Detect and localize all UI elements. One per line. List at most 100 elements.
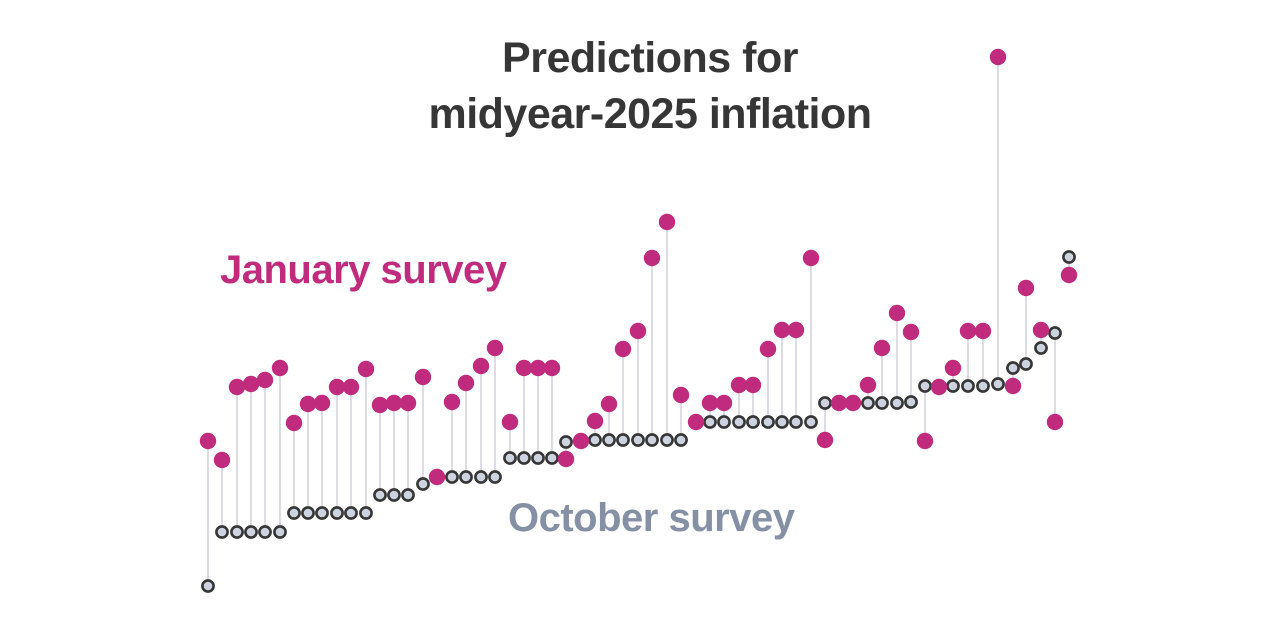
october-dot — [717, 415, 731, 429]
october-dot — [1048, 326, 1062, 340]
october-dot — [804, 415, 818, 429]
october-dot — [1019, 357, 1033, 371]
chart-title-line2: midyear-2025 inflation — [428, 90, 872, 138]
october-dot — [315, 506, 329, 520]
january-dot — [816, 431, 834, 449]
october-dot — [703, 415, 717, 429]
october-dot — [631, 433, 645, 447]
october-dot — [230, 525, 244, 539]
january-dot — [313, 394, 331, 412]
october-dot — [946, 379, 960, 393]
january-dot — [515, 359, 533, 377]
january-dot — [730, 376, 748, 394]
october-dot — [416, 477, 430, 491]
january-dot — [802, 249, 820, 267]
january-dot — [242, 375, 260, 393]
january-dot — [228, 378, 246, 396]
january-dot — [557, 450, 575, 468]
january-dot — [658, 213, 676, 231]
october-dot — [1034, 341, 1048, 355]
october-dot — [401, 488, 415, 502]
january-dot — [285, 414, 303, 432]
october-dot — [344, 506, 358, 520]
january-dot — [759, 340, 777, 358]
october-dot — [918, 379, 932, 393]
october-dot — [1062, 250, 1076, 264]
october-dot — [991, 377, 1005, 391]
january-dot — [342, 378, 360, 396]
january-dot — [1060, 266, 1078, 284]
october-dot — [287, 506, 301, 520]
october-dot — [789, 415, 803, 429]
january-dot — [687, 413, 705, 431]
january-dot — [701, 394, 719, 412]
january-dot — [529, 359, 547, 377]
january-dot — [385, 394, 403, 412]
january-dot — [930, 378, 948, 396]
october-dot — [588, 433, 602, 447]
october-dot — [645, 433, 659, 447]
january-dot — [428, 468, 446, 486]
january-dot — [629, 322, 647, 340]
january-dot — [1046, 413, 1064, 431]
january-dot — [371, 396, 389, 414]
january-dot — [501, 413, 519, 431]
chart-title-line1: Predictions for — [502, 34, 798, 82]
january-dot — [414, 368, 432, 386]
october-dot — [503, 451, 517, 465]
october-dot — [961, 379, 975, 393]
january-dot — [543, 359, 561, 377]
january-dot — [787, 321, 805, 339]
october-survey-label: October survey — [508, 496, 795, 540]
october-dot — [330, 506, 344, 520]
october-dot — [818, 396, 832, 410]
october-dot — [258, 525, 272, 539]
january-dot — [773, 321, 791, 339]
october-dot — [545, 451, 559, 465]
october-dot — [445, 470, 459, 484]
chart-title: Predictions for midyear-2025 inflation — [340, 30, 960, 142]
january-dot — [1032, 321, 1050, 339]
january-dot — [643, 249, 661, 267]
october-dot — [890, 396, 904, 410]
january-dot — [715, 394, 733, 412]
october-dot — [359, 506, 373, 520]
october-dot — [459, 470, 473, 484]
january-dot — [572, 432, 590, 450]
october-dot — [732, 415, 746, 429]
january-dot — [744, 376, 762, 394]
january-dot — [1017, 279, 1035, 297]
october-dot — [674, 433, 688, 447]
january-dot — [902, 323, 920, 341]
october-dot — [215, 525, 229, 539]
january-dot — [328, 378, 346, 396]
october-dot — [775, 415, 789, 429]
january-dot — [916, 432, 934, 450]
january-dot — [989, 48, 1007, 66]
january-dot — [357, 360, 375, 378]
january-dot — [213, 451, 231, 469]
january-dot — [256, 371, 274, 389]
january-dots — [199, 48, 1078, 486]
january-dot — [873, 339, 891, 357]
january-dot — [486, 339, 504, 357]
january-dot — [859, 376, 877, 394]
october-dot — [474, 470, 488, 484]
october-dot — [201, 579, 215, 593]
october-dot — [273, 525, 287, 539]
october-dots — [201, 250, 1076, 593]
october-dot — [244, 525, 258, 539]
january-dot — [586, 412, 604, 430]
january-dot — [672, 386, 690, 404]
october-dot — [373, 488, 387, 502]
october-dot — [660, 433, 674, 447]
january-dot — [600, 395, 618, 413]
october-dot — [559, 435, 573, 449]
january-dot — [1004, 377, 1022, 395]
january-dot — [944, 359, 962, 377]
january-dot — [199, 432, 217, 450]
january-dot — [472, 357, 490, 375]
january-dot — [830, 394, 848, 412]
